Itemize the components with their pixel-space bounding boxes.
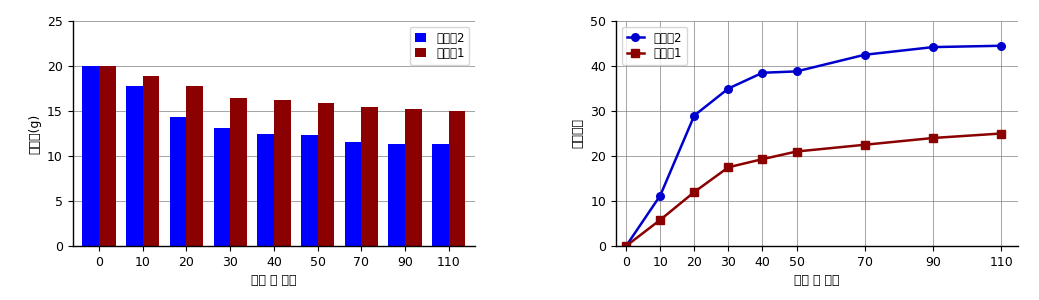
Bar <box>99 66 115 246</box>
Bar <box>186 86 203 246</box>
X-axis label: 처리 후 일수: 처리 후 일수 <box>794 274 840 287</box>
유기를2 <box>756 71 769 74</box>
Bar <box>258 134 274 246</box>
유기를2 <box>722 87 735 90</box>
유기를1 <box>620 244 633 248</box>
Bar <box>82 66 99 246</box>
X-axis label: 처리 후 일수: 처리 후 일수 <box>251 274 297 287</box>
유기를2 <box>858 53 871 56</box>
유기를2 <box>995 44 1008 47</box>
Bar <box>432 144 449 246</box>
Bar <box>214 128 231 246</box>
유기를2 <box>654 194 666 197</box>
유기를1 <box>791 150 803 153</box>
Y-axis label: 건물중(g): 건물중(g) <box>29 113 42 154</box>
유기를1 <box>654 218 666 222</box>
Bar <box>449 111 465 246</box>
Bar <box>405 109 422 246</box>
Y-axis label: 부숙화율: 부숙화율 <box>571 118 585 148</box>
Legend: 유기를2, 유기를1: 유기를2, 유기를1 <box>410 27 470 65</box>
Bar <box>301 135 318 246</box>
Bar <box>126 86 142 246</box>
유기를2 <box>620 244 633 248</box>
Line: 유기를1: 유기를1 <box>622 130 1005 250</box>
Bar <box>231 98 247 246</box>
Line: 유기를2: 유기를2 <box>622 42 1005 250</box>
유기를1 <box>756 157 769 161</box>
Bar <box>345 142 362 246</box>
Legend: 유기를2, 유기를1: 유기를2, 유기를1 <box>621 27 687 65</box>
유기를2 <box>688 114 700 117</box>
Bar <box>389 144 405 246</box>
Bar <box>362 106 378 246</box>
유기를1 <box>688 190 700 194</box>
Bar <box>169 117 186 246</box>
Bar <box>274 100 291 246</box>
Bar <box>142 76 159 246</box>
유기를1 <box>927 136 939 140</box>
유기를2 <box>791 70 803 73</box>
유기를1 <box>722 166 735 169</box>
Bar <box>318 103 335 246</box>
유기를1 <box>858 143 871 146</box>
유기를2 <box>927 45 939 49</box>
유기를1 <box>995 132 1008 135</box>
